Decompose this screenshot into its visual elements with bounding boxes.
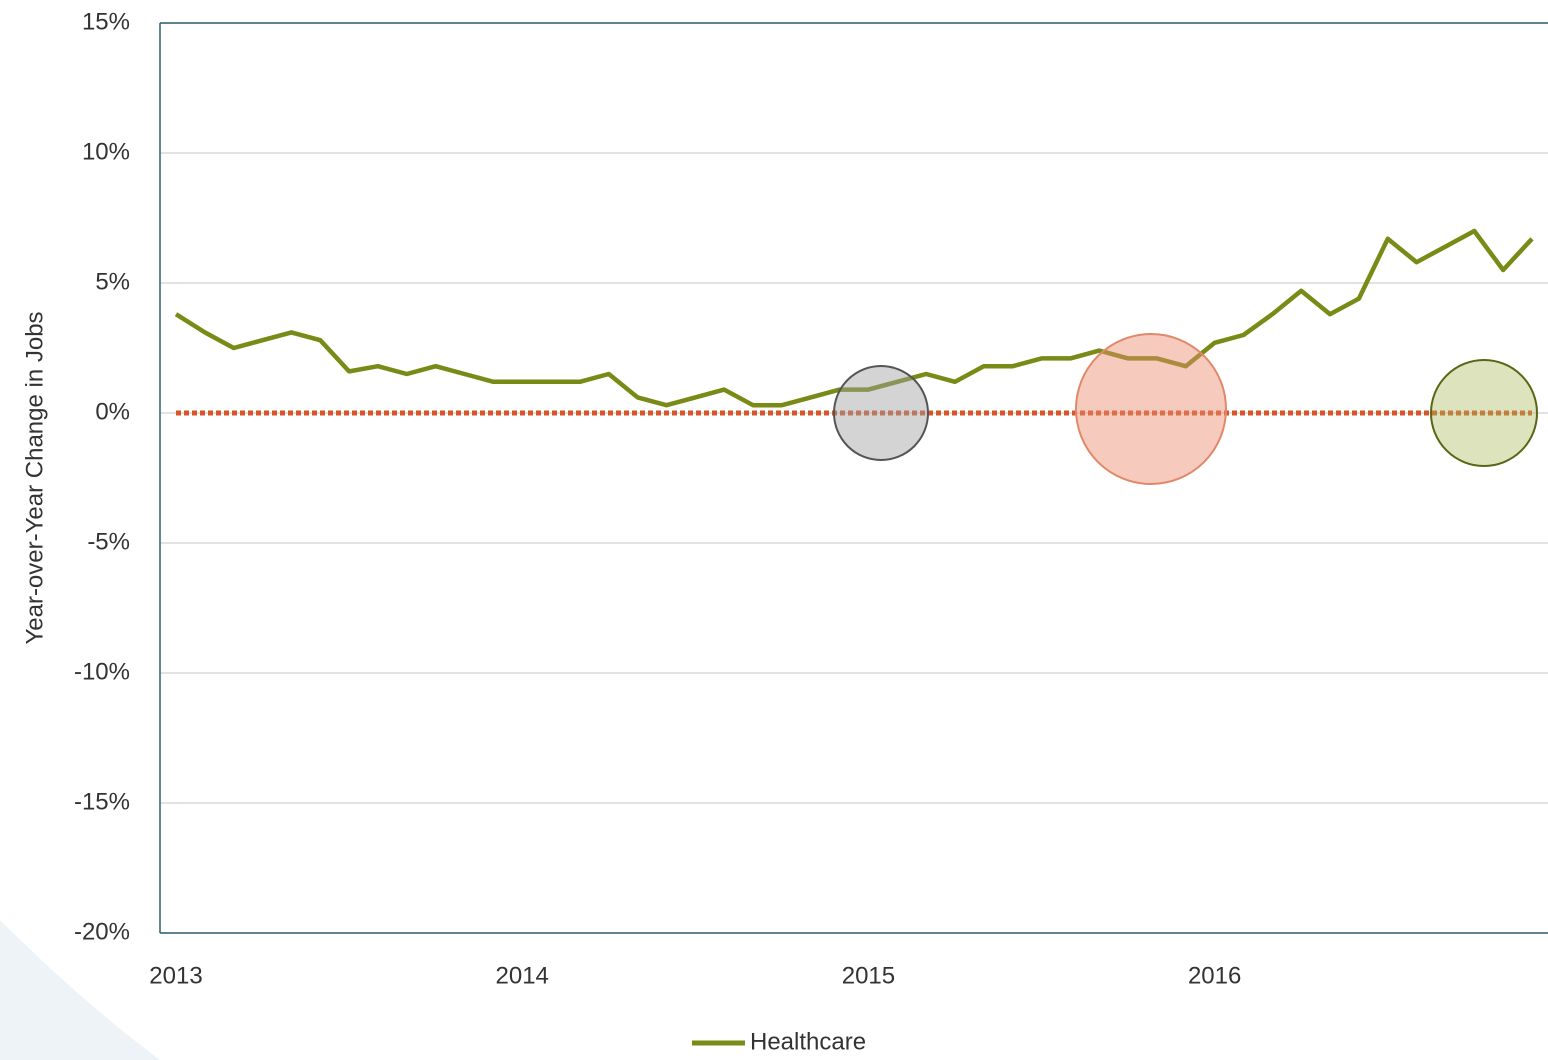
x-tick-label: 2014 xyxy=(496,962,549,989)
x-tick-label: 2015 xyxy=(842,962,895,989)
y-tick-label: 15% xyxy=(82,8,130,35)
line-series xyxy=(174,228,1534,408)
y-tick-label: -20% xyxy=(74,918,130,945)
decoration xyxy=(0,920,160,1060)
highlight-circle xyxy=(833,365,929,461)
y-tick-label: 0% xyxy=(95,398,130,425)
x-tick-label: 2016 xyxy=(1188,962,1241,989)
y-tick-label: 10% xyxy=(82,138,130,165)
highlight-circle xyxy=(1075,333,1227,485)
y-tick-label: -5% xyxy=(87,528,130,555)
y-tick-label: -15% xyxy=(74,788,130,815)
legend-label: Healthcare xyxy=(750,1028,866,1055)
y-tick-label: 5% xyxy=(95,268,130,295)
x-tick-label: 2013 xyxy=(149,962,202,989)
highlight-circle xyxy=(1430,359,1538,467)
y-axis-label: Year-over-Year Change in Jobs xyxy=(21,311,48,644)
y-tick-label: -10% xyxy=(74,658,130,685)
